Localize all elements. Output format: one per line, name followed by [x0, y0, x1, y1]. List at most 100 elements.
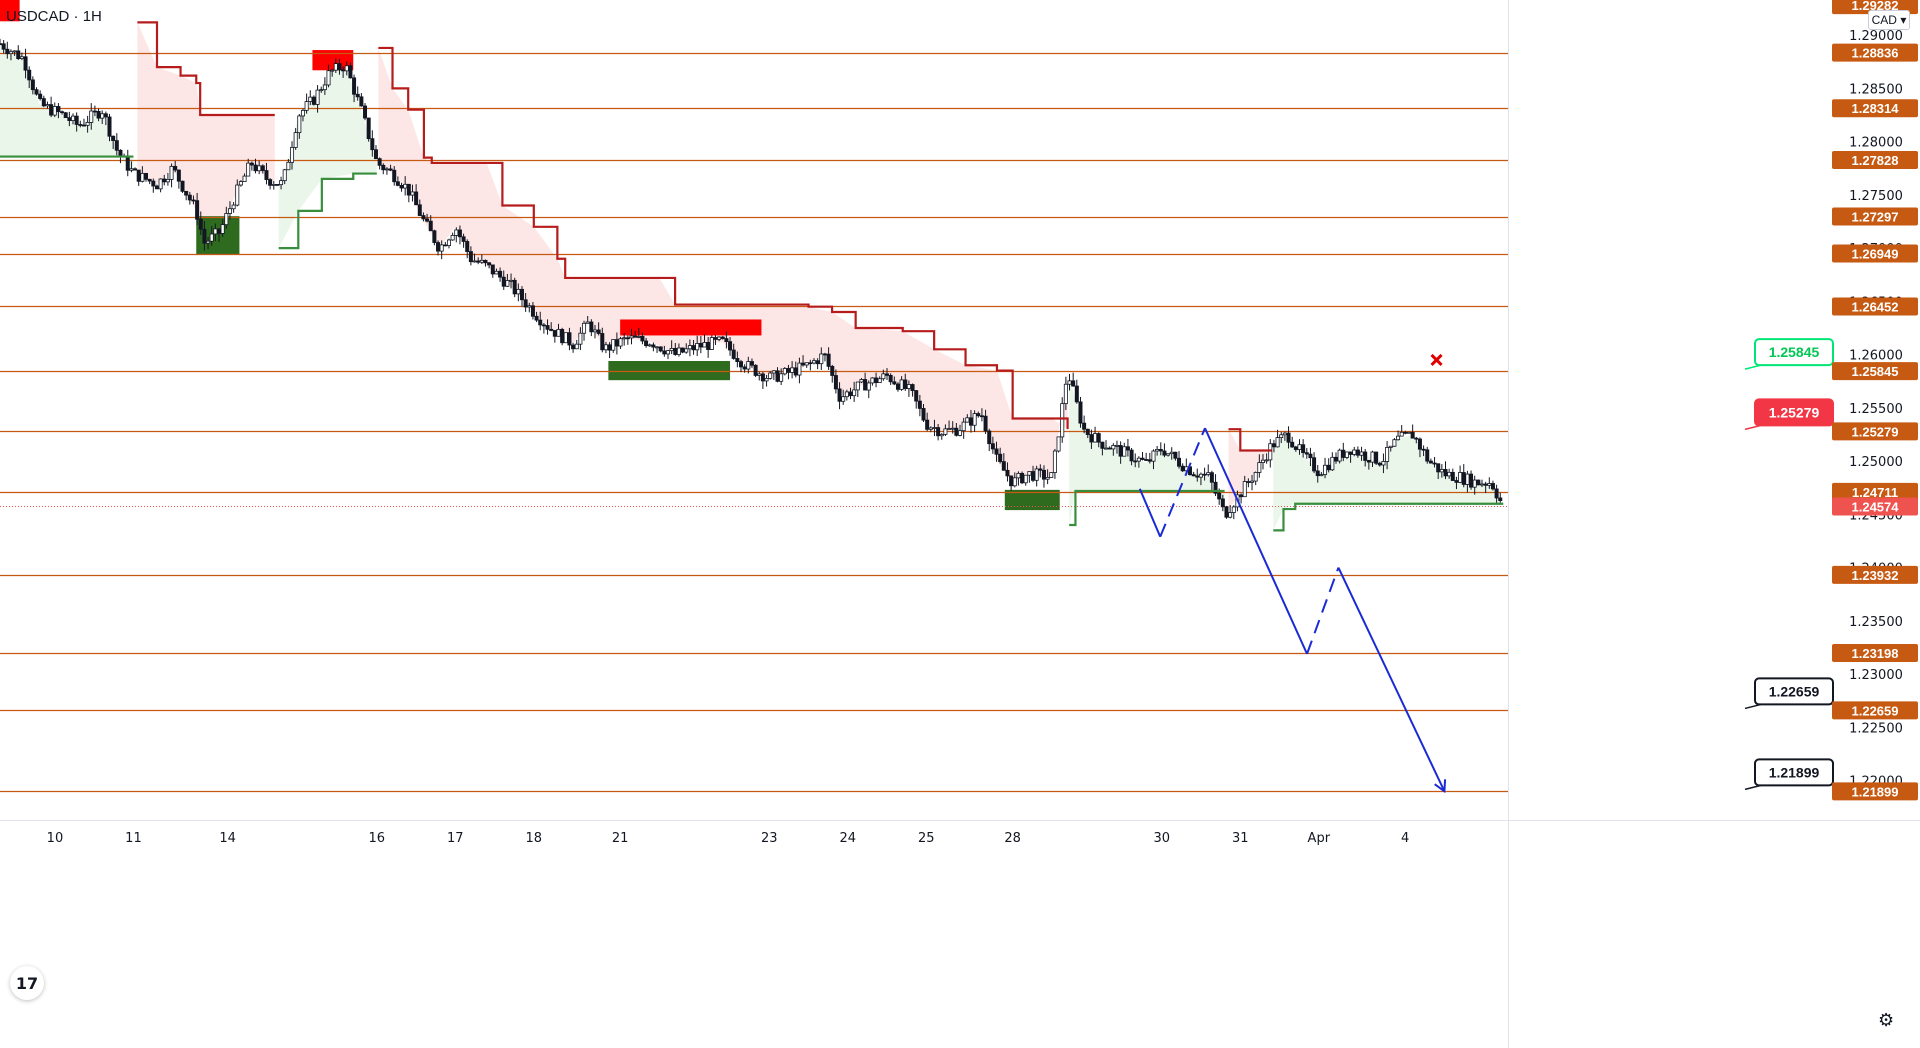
candle-body	[1282, 432, 1287, 436]
candle-body	[1297, 444, 1302, 450]
currency-select[interactable]: CAD ▾	[1868, 10, 1910, 30]
candle-body	[12, 50, 17, 53]
candle-body	[92, 110, 97, 113]
candle-body	[140, 172, 145, 182]
candle-body	[603, 344, 608, 351]
symbol-title[interactable]: USDCAD · 1H	[6, 8, 102, 25]
candle-body	[669, 348, 674, 352]
candle-body	[961, 421, 966, 432]
candle-body	[640, 336, 645, 342]
price-axis[interactable]: 1.290001.285001.280001.275001.270001.265…	[1832, 0, 1918, 801]
currency-label: CAD	[1871, 13, 1897, 27]
candle-body	[1177, 457, 1182, 467]
candle-body	[582, 322, 587, 334]
candle-body	[0, 43, 3, 46]
candle-body	[910, 384, 915, 391]
candle-body	[268, 179, 273, 186]
demand-zone	[608, 361, 731, 381]
candle-body	[527, 305, 532, 308]
candle-body	[571, 344, 576, 350]
candle-body	[1381, 461, 1386, 466]
candle-body	[906, 384, 911, 389]
candle-body	[753, 364, 758, 376]
candle-body	[1315, 470, 1320, 477]
candle-body	[494, 270, 499, 275]
candle-body	[16, 50, 21, 60]
candle-body	[505, 280, 510, 287]
candle-body	[1056, 436, 1061, 452]
candle-body	[165, 179, 170, 183]
candle-body	[1242, 481, 1247, 498]
candle-body	[483, 259, 488, 264]
candle-body	[249, 162, 254, 166]
candle-body	[684, 348, 689, 353]
candle-body	[144, 172, 149, 180]
candle-body	[308, 96, 313, 103]
candle-body	[176, 169, 181, 182]
time-axis[interactable]: 10 11 14 16 17 18 21 23 24 25 28 30 31 Apr 4	[47, 831, 1410, 846]
candle-body	[768, 372, 773, 379]
candle-body	[220, 224, 225, 234]
candle-body	[260, 165, 265, 171]
supertrend-lines	[0, 21, 1504, 532]
candle-body	[1421, 448, 1426, 451]
candle-body	[472, 260, 477, 263]
candle-body	[739, 361, 744, 368]
candle-body	[691, 345, 696, 351]
candle-body	[300, 109, 305, 117]
candle-body	[410, 191, 415, 196]
candle-body	[702, 342, 707, 348]
candle-body	[1089, 434, 1094, 443]
supertrend-up	[278, 172, 377, 250]
supertrend-fill-up	[1069, 376, 1225, 526]
candle-body	[85, 122, 90, 126]
candle-body	[541, 324, 546, 327]
candle-body	[1498, 497, 1503, 501]
candle-body	[1144, 459, 1149, 461]
price-tick-label: 1.26000	[1849, 349, 1903, 364]
candle-body	[1359, 451, 1364, 456]
candle-body	[1333, 456, 1338, 462]
horizontal-levels[interactable]	[0, 52, 1508, 793]
candle-body	[81, 124, 86, 127]
candle-body	[545, 325, 550, 330]
time-tick-label: 28	[1004, 831, 1021, 846]
candle-body	[1067, 380, 1072, 385]
candle-body	[406, 183, 411, 196]
time-tick-label: 14	[219, 831, 236, 846]
level-price-label: 1.24574	[1852, 499, 1900, 514]
candle-body	[213, 228, 218, 235]
gear-icon[interactable]: ⚙	[1878, 1010, 1895, 1031]
candle-body	[1096, 433, 1101, 443]
tradingview-logo[interactable]: 17	[10, 966, 44, 1000]
candle-body	[855, 381, 860, 391]
candle-body	[589, 321, 594, 333]
candle-body	[1191, 474, 1196, 477]
candle-body	[724, 338, 729, 343]
price-tick-label: 1.25500	[1849, 402, 1903, 417]
candle-body	[709, 337, 714, 350]
candle-body	[198, 218, 203, 230]
candle-body	[468, 251, 473, 263]
invalid-x-icon	[1430, 353, 1443, 367]
candle-body	[1458, 472, 1463, 483]
callout-box	[1754, 398, 1834, 427]
candle-body	[914, 390, 919, 402]
candle-body	[103, 113, 108, 118]
candle-body	[311, 96, 316, 105]
candle-body	[352, 77, 357, 95]
projection-path[interactable]	[1138, 353, 1447, 794]
candle-body	[1414, 437, 1419, 440]
candle-body	[1388, 445, 1393, 448]
candle-body	[837, 388, 842, 402]
candle-body	[852, 389, 857, 397]
supertrend-up	[1273, 502, 1504, 532]
candle-body	[45, 104, 50, 107]
price-callouts[interactable]: 1.25845 1.25279 1.22659 1.21899	[1744, 338, 1834, 791]
candle-body	[833, 375, 838, 390]
candle-body	[819, 353, 824, 365]
candle-body	[370, 138, 375, 151]
candle-body	[184, 190, 189, 196]
candle-body	[936, 427, 941, 437]
